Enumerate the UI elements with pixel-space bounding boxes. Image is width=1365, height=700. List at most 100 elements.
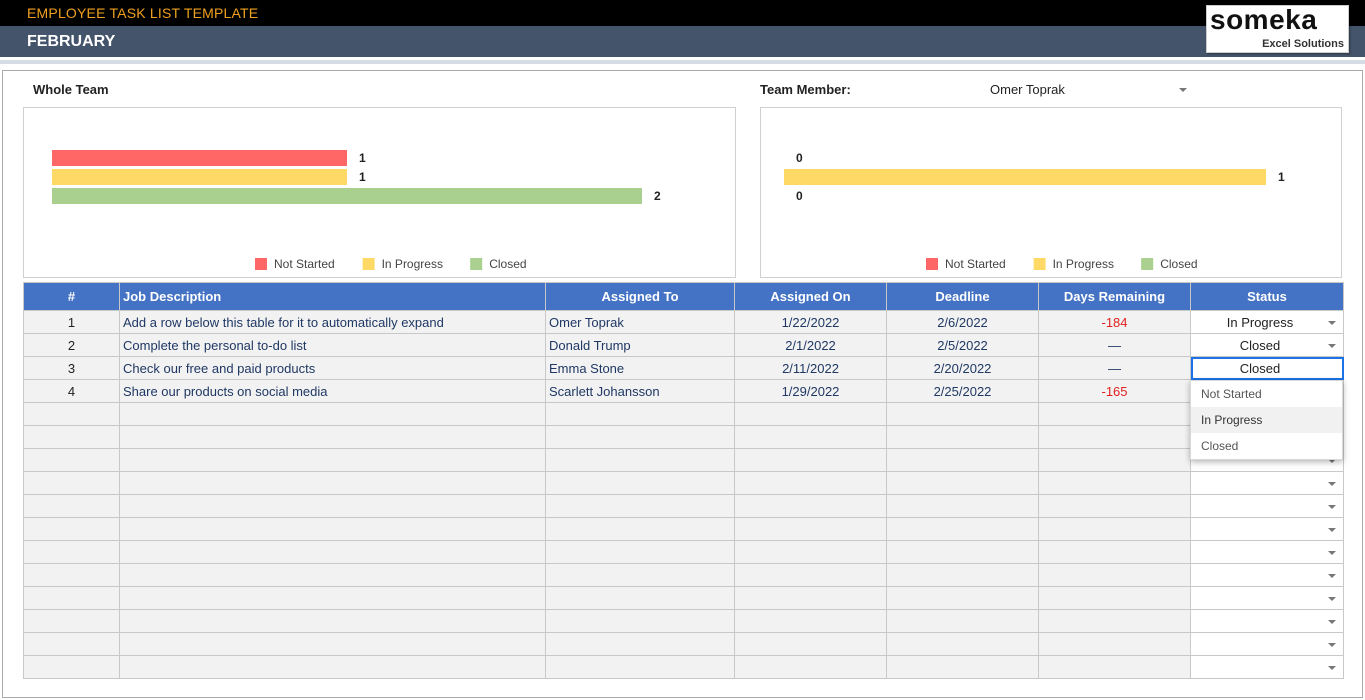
deadline-cell[interactable]	[886, 448, 1039, 472]
assigned-on-cell[interactable]	[734, 540, 887, 564]
deadline-cell[interactable]	[886, 563, 1039, 587]
job-description-cell[interactable]	[119, 540, 546, 564]
assigned-on-cell[interactable]	[734, 471, 887, 495]
assigned-on-cell[interactable]	[734, 609, 887, 633]
job-description-cell[interactable]	[119, 402, 546, 426]
status-select-cell[interactable]	[1190, 655, 1344, 679]
deadline-cell[interactable]	[886, 609, 1039, 633]
job-description-cell[interactable]	[119, 448, 546, 472]
deadline-cell[interactable]: 2/6/2022	[886, 310, 1039, 334]
deadline-cell[interactable]	[886, 425, 1039, 449]
status-option[interactable]: In Progress	[1191, 407, 1342, 433]
app-title: EMPLOYEE TASK LIST TEMPLATE	[27, 5, 259, 21]
assigned-to-cell[interactable]	[545, 540, 735, 564]
row-number: 1	[23, 310, 120, 334]
assigned-on-cell[interactable]	[734, 655, 887, 679]
job-description-cell[interactable]	[119, 586, 546, 610]
chevron-down-icon[interactable]	[1328, 551, 1336, 555]
assigned-on-cell[interactable]: 1/29/2022	[734, 379, 887, 403]
chevron-down-icon[interactable]	[1328, 344, 1336, 348]
status-select-cell[interactable]	[1190, 471, 1344, 495]
assigned-on-cell[interactable]	[734, 563, 887, 587]
job-description-cell[interactable]	[119, 517, 546, 541]
assigned-on-cell[interactable]: 2/11/2022	[734, 356, 887, 380]
chevron-down-icon[interactable]	[1328, 620, 1336, 624]
chevron-down-icon[interactable]	[1328, 321, 1336, 325]
assigned-on-cell[interactable]	[734, 425, 887, 449]
deadline-cell[interactable]	[886, 586, 1039, 610]
assigned-to-cell[interactable]	[545, 471, 735, 495]
assigned-to-cell[interactable]: Donald Trump	[545, 333, 735, 357]
status-select-cell[interactable]	[1190, 517, 1344, 541]
status-select-cell[interactable]	[1190, 563, 1344, 587]
assigned-on-cell[interactable]	[734, 517, 887, 541]
deadline-cell[interactable]: 2/20/2022	[886, 356, 1039, 380]
job-description-cell[interactable]	[119, 425, 546, 449]
deadline-cell[interactable]: 2/25/2022	[886, 379, 1039, 403]
assigned-to-cell[interactable]	[545, 402, 735, 426]
status-select-cell[interactable]: Closed	[1190, 356, 1344, 380]
assigned-on-cell[interactable]	[734, 632, 887, 656]
chevron-down-icon[interactable]	[1328, 528, 1336, 532]
deadline-cell[interactable]	[886, 517, 1039, 541]
days-remaining-cell: -165	[1038, 379, 1191, 403]
job-description-cell[interactable]	[119, 563, 546, 587]
deadline-cell[interactable]	[886, 632, 1039, 656]
chevron-down-icon[interactable]	[1328, 482, 1336, 486]
status-dropdown-menu[interactable]: Not Started In Progress Closed	[1190, 380, 1343, 460]
deadline-cell[interactable]	[886, 471, 1039, 495]
assigned-to-cell[interactable]: Scarlett Johansson	[545, 379, 735, 403]
chevron-down-icon[interactable]	[1328, 643, 1336, 647]
job-description-cell[interactable]: Complete the personal to-do list	[119, 333, 546, 357]
chevron-down-icon[interactable]	[1328, 459, 1336, 463]
assigned-to-cell[interactable]	[545, 655, 735, 679]
status-option[interactable]: Not Started	[1201, 387, 1262, 401]
status-select-cell[interactable]: Closed	[1190, 333, 1344, 357]
assigned-on-cell[interactable]	[734, 402, 887, 426]
job-description-cell[interactable]: Check our free and paid products	[119, 356, 546, 380]
assigned-on-cell[interactable]	[734, 494, 887, 518]
deadline-cell[interactable]	[886, 540, 1039, 564]
status-select-cell[interactable]: In Progress	[1190, 310, 1344, 334]
chevron-down-icon[interactable]	[1328, 597, 1336, 601]
someka-logo[interactable]: someka Excel Solutions	[1206, 4, 1349, 53]
deadline-cell[interactable]: 2/5/2022	[886, 333, 1039, 357]
job-description-cell[interactable]	[119, 655, 546, 679]
assigned-to-cell[interactable]	[545, 632, 735, 656]
job-description-cell[interactable]	[119, 609, 546, 633]
assigned-to-cell[interactable]: Omer Toprak	[545, 310, 735, 334]
job-description-cell[interactable]	[119, 471, 546, 495]
logo-subtitle: Excel Solutions	[1262, 38, 1344, 50]
deadline-cell[interactable]	[886, 494, 1039, 518]
chevron-down-icon[interactable]	[1328, 666, 1336, 670]
assigned-to-cell[interactable]	[545, 517, 735, 541]
chevron-down-icon[interactable]	[1179, 88, 1187, 92]
team-member-select[interactable]: Omer Toprak	[986, 80, 1191, 100]
assigned-on-cell[interactable]	[734, 586, 887, 610]
status-select-cell[interactable]	[1190, 540, 1344, 564]
deadline-cell[interactable]	[886, 655, 1039, 679]
job-description-cell[interactable]	[119, 494, 546, 518]
status-select-cell[interactable]	[1190, 494, 1344, 518]
status-select-cell[interactable]	[1190, 632, 1344, 656]
assigned-on-cell[interactable]	[734, 448, 887, 472]
assigned-to-cell[interactable]: Emma Stone	[545, 356, 735, 380]
job-description-cell[interactable]: Share our products on social media	[119, 379, 546, 403]
assigned-to-cell[interactable]	[545, 425, 735, 449]
chevron-down-icon[interactable]	[1328, 505, 1336, 509]
assigned-to-cell[interactable]	[545, 494, 735, 518]
month-label: FEBRUARY	[27, 33, 116, 50]
deadline-cell[interactable]	[886, 402, 1039, 426]
assigned-to-cell[interactable]	[545, 586, 735, 610]
chevron-down-icon[interactable]	[1328, 574, 1336, 578]
assigned-to-cell[interactable]	[545, 563, 735, 587]
status-option[interactable]: Closed	[1201, 439, 1239, 453]
status-select-cell[interactable]	[1190, 586, 1344, 610]
job-description-cell[interactable]: Add a row below this table for it to aut…	[119, 310, 546, 334]
assigned-on-cell[interactable]: 1/22/2022	[734, 310, 887, 334]
assigned-to-cell[interactable]	[545, 609, 735, 633]
assigned-to-cell[interactable]	[545, 448, 735, 472]
status-select-cell[interactable]	[1190, 609, 1344, 633]
assigned-on-cell[interactable]: 2/1/2022	[734, 333, 887, 357]
job-description-cell[interactable]	[119, 632, 546, 656]
